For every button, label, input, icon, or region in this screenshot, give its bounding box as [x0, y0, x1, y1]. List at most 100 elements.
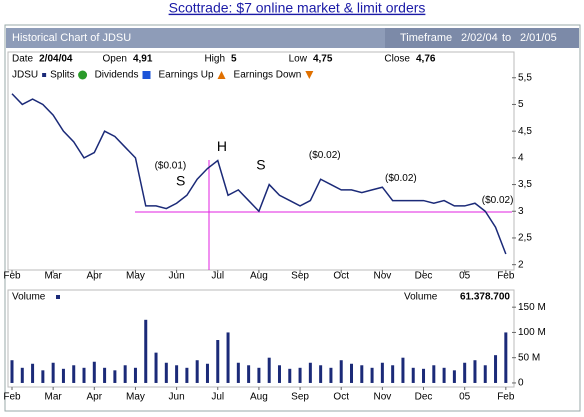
volume-bar: [31, 363, 35, 383]
info-value: 4,76: [416, 54, 436, 65]
volume-bar: [247, 365, 251, 383]
volume-bar: [267, 357, 271, 383]
y-tick-label: 3,5: [518, 179, 532, 190]
volume-bar: [20, 367, 24, 383]
timeframe-to[interactable]: 2/01/05: [520, 32, 557, 44]
x-tick-label: Oct: [333, 271, 349, 282]
x-tick-label: Jul: [211, 271, 224, 282]
panel: [4, 24, 581, 412]
volume-bar: [226, 332, 230, 383]
x-tick-label: Feb: [3, 392, 21, 403]
volume-title: Volume: [12, 292, 46, 303]
x-tick-label: Apr: [87, 271, 103, 282]
volume-bar: [411, 367, 415, 383]
info-label: Open: [103, 54, 127, 65]
y-tick-label: 5: [518, 99, 524, 110]
annotation: S: [176, 173, 185, 189]
volume-bar: [164, 362, 168, 383]
volume-bar: [350, 363, 354, 383]
x-tick-label: Nov: [373, 271, 391, 282]
timeframe-label: Timeframe: [400, 32, 452, 44]
x-tick-label: Feb: [497, 271, 515, 282]
legend-icon: [305, 71, 314, 79]
volume-bar: [339, 360, 343, 383]
annotation: ($0.02): [385, 173, 417, 184]
ad-link[interactable]: Scottrade: $7 online market & limit orde…: [169, 0, 426, 16]
volume-frame: [7, 289, 515, 388]
timeframe-box: [385, 28, 579, 48]
volume-bar: [504, 332, 508, 383]
volume-bar: [473, 360, 477, 383]
legend-swatch: [42, 73, 47, 77]
x-tick-label: Mar: [45, 271, 63, 282]
x-tick-label: Aug: [250, 271, 268, 282]
volume-bar: [72, 365, 76, 383]
y-tick-label: 50 M: [518, 352, 540, 363]
volume-swatch: [56, 295, 60, 299]
volume-last-value: 61.378.700: [460, 292, 510, 303]
x-tick-label: Feb: [3, 271, 21, 282]
volume-bar: [298, 367, 302, 383]
volume-bar: [133, 367, 137, 383]
timeframe-from[interactable]: 2/02/04: [461, 32, 498, 44]
volume-bar: [61, 368, 65, 383]
x-tick-label: 05: [459, 392, 471, 403]
volume-bar: [185, 367, 189, 383]
volume-bar: [123, 365, 127, 383]
legend-icon: [142, 71, 151, 79]
volume-bar: [401, 357, 405, 383]
price-frame: [7, 51, 515, 271]
x-tick-label: Mar: [45, 392, 63, 403]
x-tick-label: 05: [459, 271, 471, 282]
legend-icon: [217, 71, 226, 79]
volume-bar: [82, 367, 86, 383]
volume-bar: [494, 355, 498, 383]
x-tick-label: Apr: [87, 392, 103, 403]
volume-bar: [380, 362, 384, 383]
legend-icon: [78, 70, 88, 80]
legend-label: Splits: [50, 70, 74, 81]
x-tick-label: Feb: [497, 392, 515, 403]
x-tick-label: May: [126, 392, 145, 403]
volume-bar: [144, 319, 148, 383]
x-tick-label: May: [126, 271, 145, 282]
volume-bar: [288, 368, 292, 383]
volume-bar: [391, 365, 395, 383]
volume-bar: [216, 340, 220, 383]
y-tick-label: 0: [518, 378, 524, 389]
annotation: ($0.02): [309, 150, 341, 161]
annotation: S: [256, 157, 265, 173]
info-value: 4,75: [313, 54, 333, 65]
volume-bar: [319, 365, 323, 383]
y-tick-label: 4,5: [518, 126, 532, 137]
volume-bar: [113, 370, 117, 383]
volume-last-label: Volume: [404, 292, 438, 303]
timeframe-to-label: to: [502, 32, 511, 44]
volume-bar: [195, 360, 199, 383]
volume-bar: [51, 362, 55, 383]
volume-bar: [452, 370, 456, 383]
volume-bar: [329, 367, 333, 383]
x-tick-label: Aug: [250, 392, 268, 403]
legend-label: JDSU: [12, 70, 38, 81]
volume-bar: [463, 362, 467, 383]
volume-bar: [483, 365, 487, 383]
volume-bar: [432, 365, 436, 383]
legend-label: Earnings Up: [159, 70, 214, 81]
volume-bar: [103, 367, 107, 383]
annotation: ($0.01): [155, 161, 187, 172]
volume-bar: [10, 360, 14, 383]
x-tick-label: Nov: [373, 392, 391, 403]
header-title: Historical Chart of JDSU: [12, 32, 131, 44]
x-tick-label: Sep: [291, 271, 309, 282]
y-tick-label: 2,5: [518, 233, 532, 244]
info-value: 2/04/04: [39, 54, 73, 65]
info-label: Date: [12, 54, 34, 65]
annotation: ($0.02): [482, 195, 514, 206]
volume-bar: [422, 368, 426, 383]
annotation: H: [217, 138, 227, 154]
legend: JDSU Splits Dividends Earnings Up Earnings D…: [12, 70, 314, 81]
volume-bar: [257, 367, 261, 383]
x-tick-label: Jun: [169, 392, 185, 403]
